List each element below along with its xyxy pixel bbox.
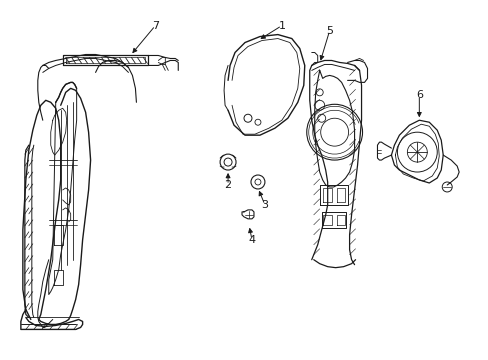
Text: 7: 7 bbox=[151, 21, 159, 31]
Text: 4: 4 bbox=[248, 235, 255, 245]
Text: 1: 1 bbox=[278, 21, 285, 31]
Text: 3: 3 bbox=[261, 200, 268, 210]
Text: 5: 5 bbox=[325, 26, 332, 36]
Text: 2: 2 bbox=[224, 180, 231, 190]
Text: 6: 6 bbox=[415, 90, 422, 100]
